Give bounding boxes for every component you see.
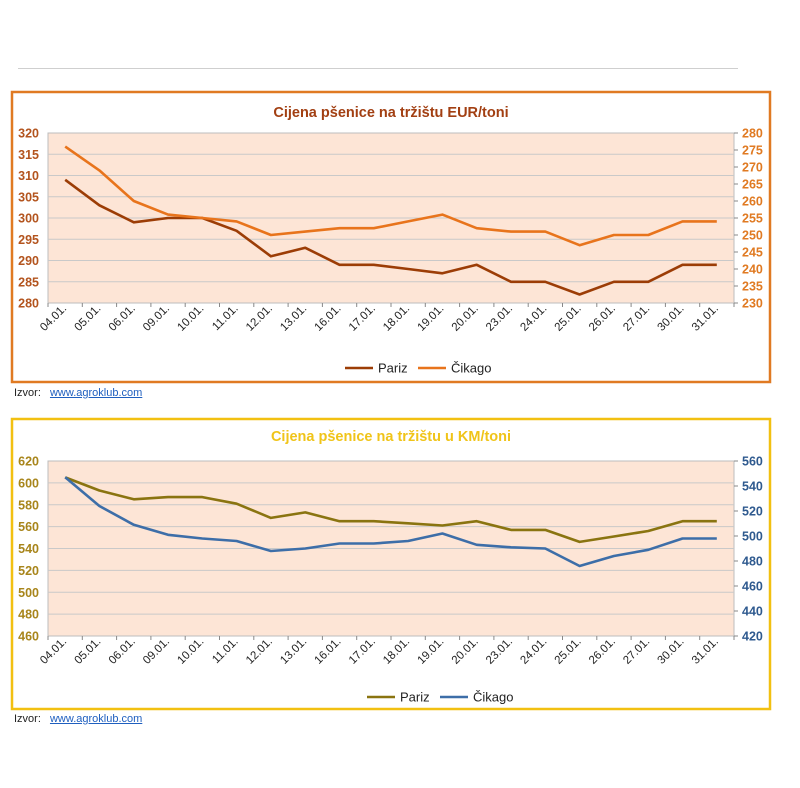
c2-legend-label: Pariz xyxy=(400,690,430,705)
c2-left-tick-label: 560 xyxy=(18,520,39,534)
c1-right-tick-label: 270 xyxy=(742,161,763,175)
c2-left-tick-label: 460 xyxy=(18,630,39,644)
c2-right-tick-label: 480 xyxy=(742,555,763,569)
c2-right-tick-label: 440 xyxy=(742,605,763,619)
c2-left-tick-label: 520 xyxy=(18,564,39,578)
c1-left-tick-label: 295 xyxy=(18,233,39,247)
source-label-2: Izvor: xyxy=(14,713,41,725)
c1-left-tick-label: 300 xyxy=(18,212,39,226)
c2-title: Cijena pšenice na tržištu u KM/toni xyxy=(271,429,511,445)
c2-right-tick-label: 460 xyxy=(742,580,763,594)
c2-right-tick-label: 560 xyxy=(742,455,763,469)
c1-right-tick-label: 275 xyxy=(742,144,763,158)
c2-left-tick-label: 620 xyxy=(18,455,39,469)
source-link-1[interactable]: www.agroklub.com xyxy=(49,387,143,399)
c1-right-tick-label: 265 xyxy=(742,178,763,192)
source-link-2[interactable]: www.agroklub.com xyxy=(49,713,143,725)
c2-right-tick-label: 540 xyxy=(742,480,763,494)
c1-series-pariz-line xyxy=(64,178,717,296)
c1-left-tick-label: 315 xyxy=(18,148,39,162)
c1-right-tick-label: 230 xyxy=(742,297,763,311)
source-line-2: Izvor: www.agroklub.com xyxy=(14,713,142,725)
c1-series-cikago-line xyxy=(64,145,717,247)
c1-left-tick-label: 310 xyxy=(18,169,39,183)
c1-left-tick-label: 290 xyxy=(18,254,39,268)
c1-right-tick-label: 250 xyxy=(742,229,763,243)
c2-right-tick-label: 420 xyxy=(742,630,763,644)
c1-left-tick-label: 280 xyxy=(18,297,39,311)
c2-right-tick-label: 520 xyxy=(742,505,763,519)
c1-right-tick-label: 255 xyxy=(742,212,763,226)
c1-right-tick-label: 260 xyxy=(742,195,763,209)
c2-left-tick-label: 500 xyxy=(18,586,39,600)
c1-right-tick-label: 240 xyxy=(742,263,763,277)
c2-left-tick-label: 480 xyxy=(18,608,39,622)
c1-legend-label: Pariz xyxy=(378,361,408,376)
source-line-1: Izvor: www.agroklub.com xyxy=(14,387,142,399)
c2-right-tick-label: 500 xyxy=(742,530,763,544)
c2-left-tick-label: 600 xyxy=(18,476,39,490)
c1-right-tick-label: 245 xyxy=(742,246,763,260)
c2-left-tick-label: 540 xyxy=(18,542,39,556)
c2-legend-label: Čikago xyxy=(473,690,513,705)
c1-title: Cijena pšenice na tržištu EUR/toni xyxy=(273,105,508,121)
c1-left-tick-label: 320 xyxy=(18,127,39,141)
c1-left-tick-label: 285 xyxy=(18,275,39,289)
source-label-1: Izvor: xyxy=(14,387,41,399)
c2-series-cikago-line xyxy=(64,476,717,568)
c2-series-pariz-line xyxy=(64,476,717,544)
c1-right-tick-label: 280 xyxy=(742,127,763,141)
c1-legend-label: Čikago xyxy=(451,361,491,376)
c1-left-tick-label: 305 xyxy=(18,190,39,204)
c2-left-tick-label: 580 xyxy=(18,498,39,512)
c1-right-tick-label: 235 xyxy=(742,280,763,294)
top-divider xyxy=(18,68,738,69)
